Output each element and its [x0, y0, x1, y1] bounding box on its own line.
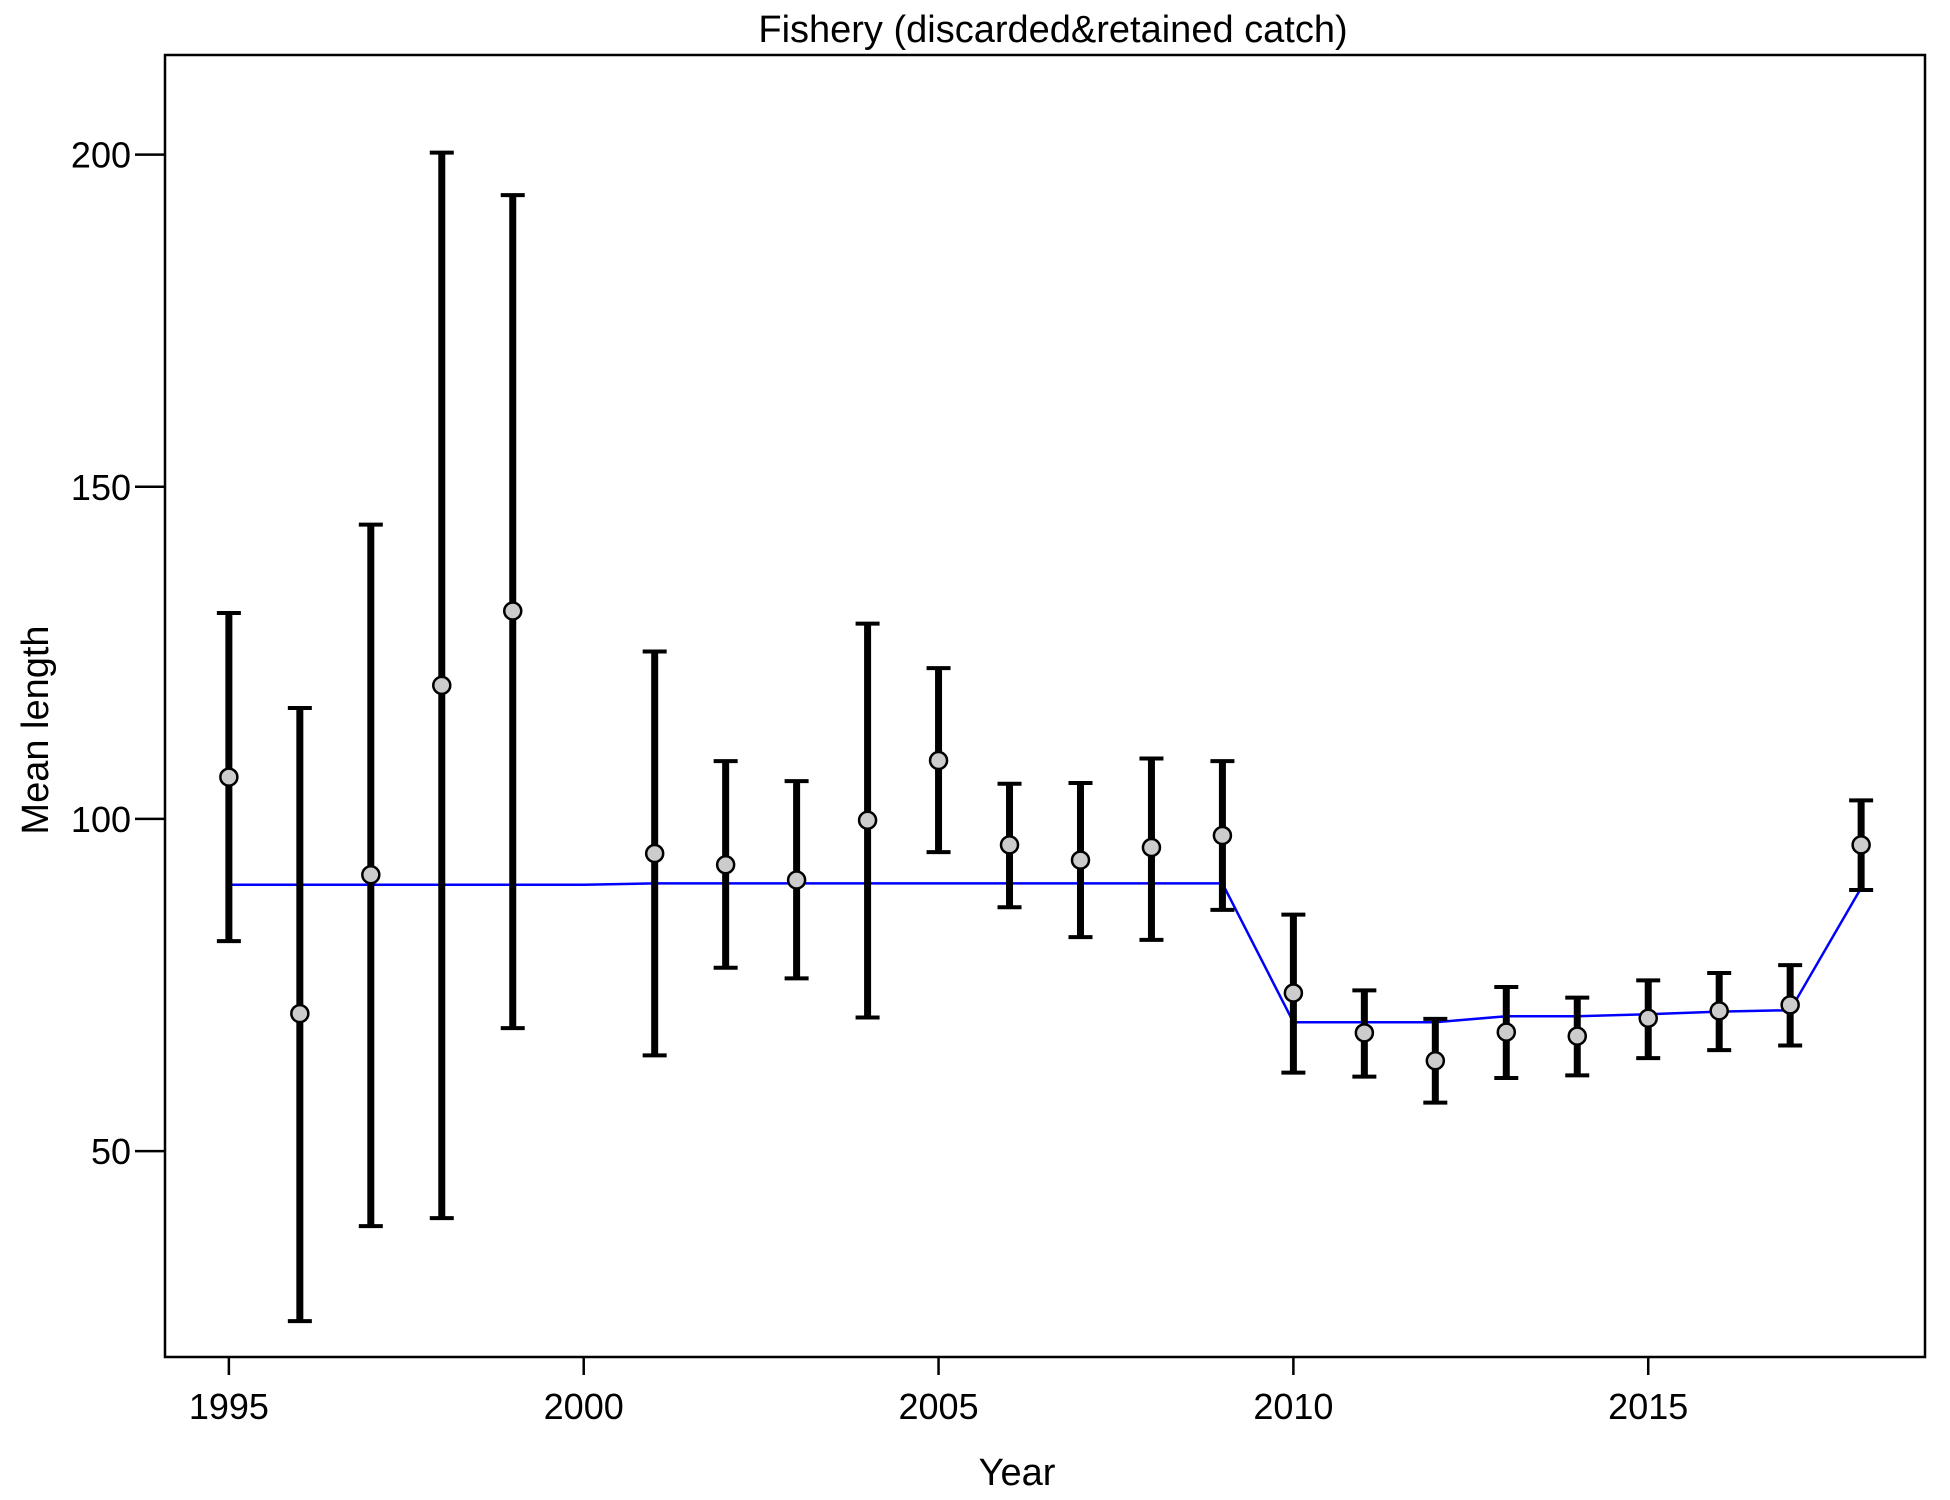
- data-point: [1709, 1001, 1729, 1021]
- x-axis-title: Year: [979, 1452, 1056, 1494]
- data-point: [928, 750, 949, 771]
- data-point: [644, 843, 665, 864]
- chart-title: Fishery (discarded&retained catch): [758, 9, 1347, 51]
- y-tick-label: 150: [71, 467, 131, 508]
- x-tick-label: 2005: [899, 1386, 979, 1427]
- y-tick-label: 50: [91, 1131, 131, 1172]
- x-tick-label: 2000: [544, 1386, 624, 1427]
- data-point: [1212, 825, 1233, 846]
- data-point: [219, 767, 239, 787]
- expected-series: [228, 882, 1863, 1024]
- data-point: [1354, 1023, 1375, 1043]
- y-tick-label: 200: [71, 135, 131, 176]
- data-point: [290, 1003, 310, 1024]
- y-axis: 50 100 150 200: [71, 135, 165, 1172]
- data-point: [1283, 983, 1304, 1003]
- data-point: [1141, 837, 1162, 858]
- data-point: [1780, 995, 1800, 1015]
- data-point: [857, 810, 878, 831]
- data-point: [715, 855, 736, 875]
- x-tick-label: 2015: [1608, 1386, 1688, 1427]
- data-point: [361, 864, 381, 885]
- x-axis: 1995 2000 2005 2010 2015: [189, 1357, 1688, 1427]
- error-bars: [216, 150, 1874, 1324]
- x-tick-label: 1995: [189, 1386, 269, 1427]
- data-point: [1496, 1022, 1517, 1042]
- data-point: [1070, 850, 1091, 870]
- x-tick-label: 2010: [1253, 1386, 1333, 1427]
- plot-frame: [163, 53, 1927, 1359]
- data-point: [1425, 1050, 1446, 1071]
- observed-points: [219, 601, 1871, 1071]
- data-point: [432, 675, 452, 696]
- data-point: [1851, 835, 1871, 855]
- data-point: [999, 835, 1020, 855]
- data-point: [1567, 1026, 1588, 1046]
- y-tick-label: 100: [71, 799, 131, 840]
- y-axis-title: Mean length: [15, 625, 57, 834]
- expected-line: [228, 882, 1863, 1024]
- data-point: [1638, 1008, 1658, 1028]
- data-point: [502, 601, 523, 621]
- data-point: [786, 870, 807, 890]
